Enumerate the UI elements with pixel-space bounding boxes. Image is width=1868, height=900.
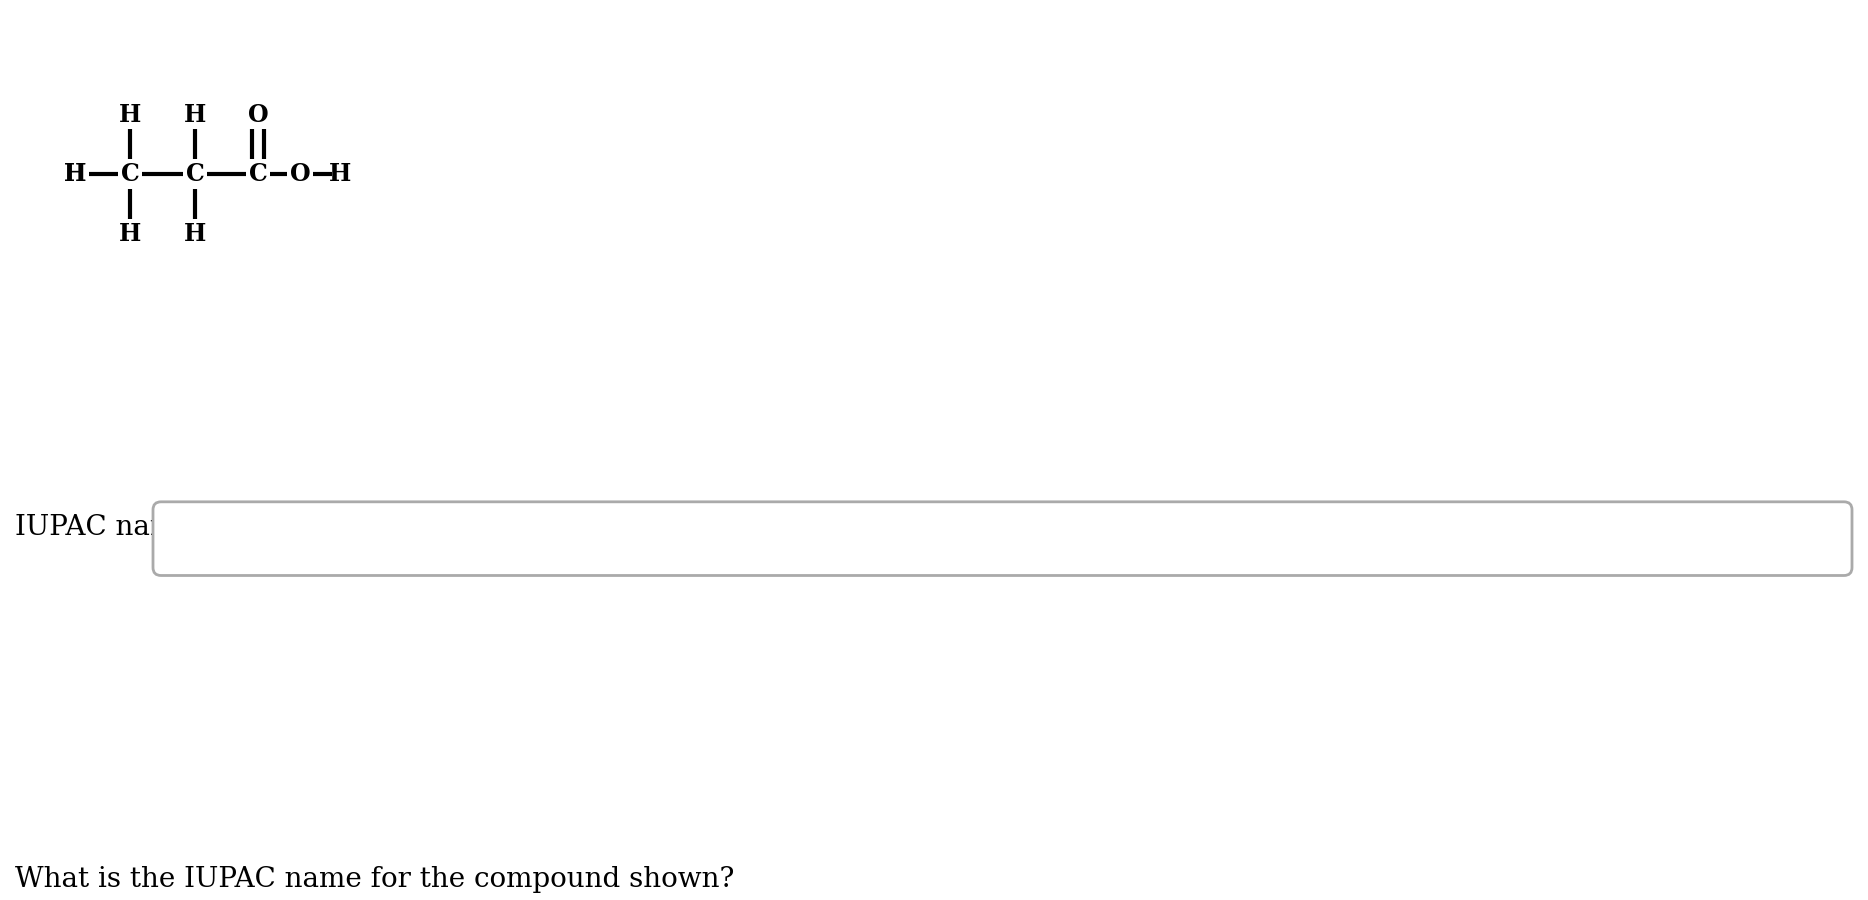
FancyBboxPatch shape	[153, 502, 1851, 575]
Text: IUPAC name:: IUPAC name:	[15, 514, 202, 541]
Text: C: C	[185, 162, 204, 186]
Text: H: H	[120, 222, 142, 246]
Text: What is the IUPAC name for the compound shown?: What is the IUPAC name for the compound …	[15, 866, 734, 893]
Text: H: H	[183, 222, 205, 246]
Text: H: H	[64, 162, 86, 186]
Text: O: O	[290, 162, 310, 186]
Text: H: H	[120, 103, 142, 127]
Text: C: C	[121, 162, 140, 186]
Text: H: H	[183, 103, 205, 127]
Text: C: C	[248, 162, 267, 186]
Text: H: H	[64, 162, 86, 186]
Text: O: O	[248, 103, 269, 127]
Text: H: H	[329, 162, 351, 186]
